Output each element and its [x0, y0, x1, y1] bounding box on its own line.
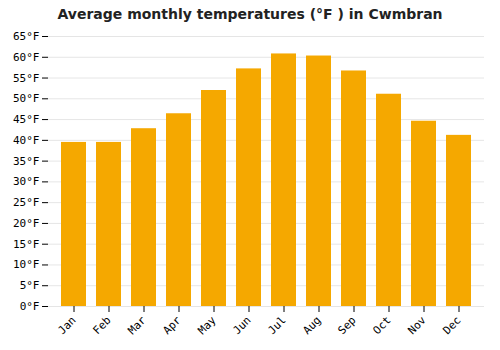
svg-text:Sep: Sep — [335, 314, 358, 337]
svg-text:0°F: 0°F — [20, 300, 40, 313]
svg-text:15°F: 15°F — [13, 238, 40, 251]
svg-text:10°F: 10°F — [13, 258, 40, 271]
svg-text:Aug: Aug — [300, 314, 323, 337]
svg-text:Jun: Jun — [230, 314, 253, 337]
svg-text:Dec: Dec — [440, 314, 463, 337]
svg-text:May: May — [195, 313, 219, 337]
svg-text:40°F: 40°F — [13, 134, 40, 147]
svg-text:25°F: 25°F — [13, 196, 40, 209]
html-text:Average monthly temperatures (: Average monthly temperatures (°F ) in Cw… — [57, 6, 443, 22]
svg-text:35°F: 35°F — [13, 155, 40, 168]
svg-text:65°F: 65°F — [13, 30, 40, 43]
svg-text:Mar: Mar — [125, 313, 149, 337]
svg-text:Feb: Feb — [90, 314, 113, 337]
svg-text:Nov: Nov — [405, 313, 429, 337]
svg-text:Oct: Oct — [370, 314, 393, 337]
svg-text:55°F: 55°F — [13, 72, 40, 85]
svg-text:20°F: 20°F — [13, 217, 40, 230]
svg-text:Jul: Jul — [265, 314, 288, 337]
svg-text:Apr: Apr — [160, 313, 184, 337]
svg-text:60°F: 60°F — [13, 51, 40, 64]
svg-text:30°F: 30°F — [13, 175, 40, 188]
svg-text:50°F: 50°F — [13, 92, 40, 105]
svg-text:45°F: 45°F — [13, 113, 40, 126]
svg-text:Jan: Jan — [55, 314, 78, 337]
svg-text:5°F: 5°F — [20, 279, 40, 292]
